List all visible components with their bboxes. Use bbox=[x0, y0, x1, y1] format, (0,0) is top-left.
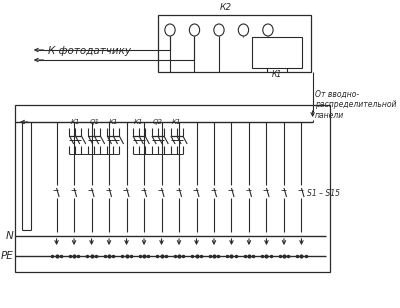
Bar bbox=[158, 15, 311, 72]
Text: От вводно-
распределительной
панели: От вводно- распределительной панели bbox=[315, 90, 397, 120]
Text: К1: К1 bbox=[134, 119, 144, 125]
Text: PE: PE bbox=[1, 251, 14, 261]
Bar bbox=[252, 37, 302, 68]
Text: К фотодатчику: К фотодатчику bbox=[48, 46, 131, 56]
Text: К1: К1 bbox=[108, 119, 118, 125]
Circle shape bbox=[263, 24, 273, 36]
Circle shape bbox=[189, 24, 200, 36]
Circle shape bbox=[214, 24, 224, 36]
Text: К1: К1 bbox=[272, 70, 282, 79]
Text: К1: К1 bbox=[71, 119, 80, 125]
Text: Q2: Q2 bbox=[153, 119, 163, 125]
Text: S1 – S15: S1 – S15 bbox=[307, 188, 340, 197]
Circle shape bbox=[238, 24, 249, 36]
Bar bbox=[15, 105, 330, 272]
Text: N: N bbox=[6, 231, 14, 241]
Circle shape bbox=[165, 24, 175, 36]
Text: Q1: Q1 bbox=[89, 119, 99, 125]
Text: К2: К2 bbox=[220, 3, 232, 12]
Text: К1: К1 bbox=[172, 119, 182, 125]
